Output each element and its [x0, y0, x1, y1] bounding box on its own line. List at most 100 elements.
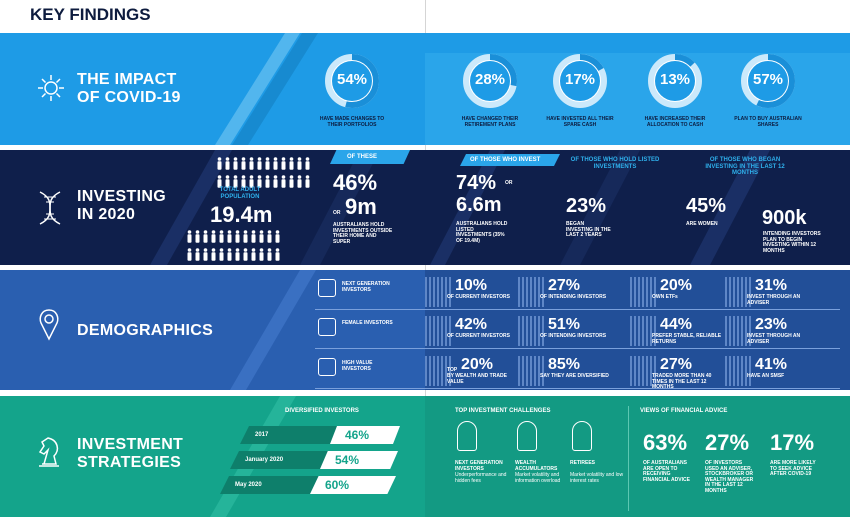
investing-title-line2: IN 2020: [77, 206, 136, 223]
seedling-icon: [318, 279, 336, 297]
people-icons-bottom: [186, 230, 282, 266]
person-icon: [233, 157, 238, 170]
challenge-desc: Market volatility and low interest rates: [570, 472, 624, 484]
covid-stat-value: 54%: [336, 71, 368, 88]
person-icon: [273, 175, 278, 188]
advice-header: VIEWS OF FINANCIAL ADVICE: [640, 408, 728, 414]
demo-stat-value: 85%: [548, 356, 581, 373]
covid-stat-value: 28%: [474, 71, 506, 88]
person-icon: [275, 230, 280, 243]
challenge-name: WEALTH ACCUMULATORS: [515, 460, 558, 472]
dot-grid: [425, 316, 451, 346]
location-pin-icon: [38, 308, 60, 347]
person-icon: [289, 157, 294, 170]
advice-label: OF INVESTORS USED AN ADVISER, STOCKBROKE…: [705, 460, 754, 494]
person-icon: [243, 230, 248, 243]
covid-stat-label: HAVE CHANGED THEIR RETIREMENT PLANS: [461, 116, 519, 128]
seedling-icon: [457, 421, 477, 451]
listed-label: BEGAN INVESTING IN THE LAST 2 YEARS: [566, 221, 611, 238]
virus-icon: [36, 73, 66, 108]
dot-grid: [518, 356, 544, 386]
hold-millions: 9m: [344, 194, 377, 219]
advice-value: 27%: [705, 430, 750, 455]
listed-header: OF THOSE WHO HOLD LISTED INVESTMENTS: [570, 157, 660, 170]
person-icon: [297, 157, 302, 170]
demo-stat-label: OF INTENDING INVESTORS: [540, 294, 607, 300]
diversified-label: 2017: [255, 432, 269, 438]
demo-stat-label: INVEST THROUGH AN ADVISER: [747, 294, 801, 306]
person-icon: [233, 175, 238, 188]
donut-fill: [553, 54, 607, 108]
person-icon: [235, 248, 240, 261]
dot-grid: [725, 277, 751, 307]
covid-stat-value: 17%: [564, 71, 596, 88]
person-icon: [281, 175, 286, 188]
person-icon: [203, 230, 208, 243]
women-label: ARE WOMEN: [686, 221, 718, 227]
person-icon: [265, 157, 270, 170]
donut-fill: [463, 54, 517, 108]
demo-row-divider: [315, 348, 840, 349]
hold-label: AUSTRALIANS HOLD INVESTMENTS OUTSIDE THE…: [333, 222, 393, 245]
diversified-value: 54%: [335, 453, 360, 467]
person-icon: [241, 157, 246, 170]
diversified-label: January 2020: [245, 457, 284, 463]
dot-grid: [518, 316, 544, 346]
person-icon: [251, 230, 256, 243]
demo-stat-value: 42%: [455, 316, 488, 333]
covid-donut-0: [325, 54, 379, 108]
advice-value: 17%: [770, 430, 815, 455]
person-icon: [297, 175, 302, 188]
person-icon: [289, 175, 294, 188]
person-icon: [195, 248, 200, 261]
demo-stat-value: 10%: [455, 277, 488, 294]
diversified-bar-fill: [310, 476, 396, 494]
person-icon: [217, 175, 222, 188]
dot-grid: [518, 277, 544, 307]
dot-grid: [630, 316, 656, 346]
person-icon: [187, 248, 192, 261]
demo-row-divider: [315, 388, 840, 389]
diversified-value: 60%: [325, 478, 350, 492]
intend-value: 900k: [762, 207, 807, 229]
covid-band: THE IMPACT OF COVID-19 54% HAVE MADE CHAN…: [0, 33, 850, 145]
invest-label: AUSTRALIANS HOLD LISTED INVESTMENTS (35%…: [456, 221, 508, 244]
person-icon: [203, 248, 208, 261]
challenge-desc: Underperformance and hidden fees: [455, 472, 507, 484]
person-icon: [241, 175, 246, 188]
person-icon: [267, 248, 272, 261]
dna-icon: [34, 190, 66, 231]
demo-row-name: NEXT GENERATION INVESTORS: [342, 281, 390, 293]
women-percent: 45%: [686, 195, 727, 217]
demo-row-name: FEMALE INVESTORS: [342, 320, 393, 326]
demo-stat-value: 27%: [548, 277, 581, 294]
diversified-value: 46%: [345, 428, 370, 442]
covid-stat-label: HAVE MADE CHANGES TO THEIR PORTFOLIOS: [319, 116, 385, 128]
advice-label: ARE MORE LIKELY TO SEEK ADVICE AFTER COV…: [770, 460, 816, 477]
donut-center: [655, 61, 695, 101]
challenge-desc: Market volatility and information overlo…: [515, 472, 561, 484]
person-icon: [219, 230, 224, 243]
strategies-title-line1: INVESTMENT: [77, 436, 184, 453]
hold-or: OR: [333, 210, 341, 216]
person-icon: [267, 230, 272, 243]
diversified-bar-fill: [320, 451, 398, 469]
plant-hands-icon: [572, 421, 592, 451]
donut-center: [560, 61, 600, 101]
demographics-band: DEMOGRAPHICS NEXT GENERATION INVESTORS 10…: [0, 270, 850, 390]
demo-stat-value: 31%: [755, 277, 788, 294]
diversified-bar-fill: [330, 426, 400, 444]
demo-stat-label: BY WEALTH AND TRADE VALUE: [447, 373, 507, 385]
person-icon: [217, 157, 222, 170]
challenges-header: TOP INVESTMENT CHALLENGES: [455, 408, 551, 414]
person-icon: [259, 230, 264, 243]
person-icon: [219, 248, 224, 261]
person-icon: [225, 157, 230, 170]
growing-plant-icon: [517, 421, 537, 451]
demo-stat-label: TRADED MORE THAN 40 TIMES IN THE LAST 12…: [652, 373, 712, 390]
dot-grid: [725, 356, 751, 386]
invest-header-badge: [460, 154, 560, 166]
demo-stat-value: 51%: [548, 316, 581, 333]
donut-fill: [325, 54, 379, 108]
demo-stat-value: 27%: [660, 356, 693, 373]
